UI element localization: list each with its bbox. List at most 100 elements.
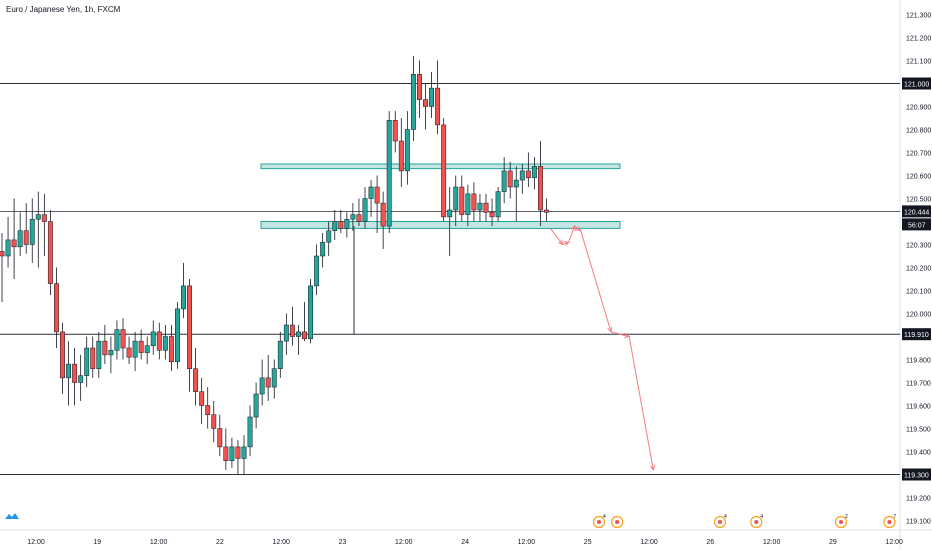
candle-body[interactable] (423, 99, 428, 107)
candle-body[interactable] (344, 218, 350, 229)
candle-body[interactable] (386, 120, 392, 227)
candle-body[interactable] (41, 214, 47, 222)
candle-body[interactable] (326, 230, 332, 243)
candle-body[interactable] (501, 170, 507, 192)
candle-body[interactable] (35, 214, 41, 220)
candle-body[interactable] (23, 230, 29, 245)
supply-demand-zone[interactable] (260, 221, 621, 229)
candle-body[interactable] (205, 405, 211, 415)
projection-arrow-segment[interactable] (568, 225, 576, 243)
candle-body[interactable] (519, 170, 525, 181)
candle-body[interactable] (332, 221, 338, 231)
candle-body[interactable] (459, 186, 465, 215)
candle-body[interactable] (114, 329, 120, 351)
candle-body[interactable] (187, 285, 193, 369)
candle-body[interactable] (168, 336, 174, 363)
projection-arrow-segment[interactable] (628, 336, 654, 470)
candle-body[interactable] (404, 129, 410, 172)
candle-body[interactable] (78, 375, 84, 383)
candle-body[interactable] (435, 87, 441, 126)
candle-body[interactable] (544, 209, 549, 213)
candle-body[interactable] (283, 324, 289, 342)
candle-body[interactable] (84, 347, 90, 376)
candle-body[interactable] (368, 186, 374, 199)
candle-body[interactable] (296, 331, 301, 337)
candle-body[interactable] (60, 331, 65, 379)
candle-body[interactable] (235, 446, 241, 459)
candle-body[interactable] (175, 308, 180, 363)
candle-body[interactable] (108, 350, 114, 356)
candle-body[interactable] (320, 241, 326, 257)
candle-body[interactable] (350, 214, 356, 220)
candle-body[interactable] (477, 202, 483, 211)
candle-body[interactable] (90, 347, 96, 369)
candle-body[interactable] (277, 340, 283, 369)
projection-arrow-segment[interactable] (574, 225, 582, 232)
candle-body[interactable] (132, 340, 138, 358)
candle-body[interactable] (72, 363, 78, 383)
candle-body[interactable] (11, 239, 17, 248)
candle-body[interactable] (96, 340, 102, 369)
candle-body[interactable] (47, 221, 53, 284)
candle-body[interactable] (120, 329, 126, 349)
candle-body[interactable] (241, 446, 247, 459)
candle-body[interactable] (102, 340, 108, 356)
candle-body[interactable] (162, 336, 168, 351)
candle-body[interactable] (17, 230, 23, 248)
candle-body[interactable] (495, 191, 501, 218)
candle-body[interactable] (29, 218, 35, 245)
candle-body[interactable] (253, 393, 259, 418)
candle-body[interactable] (54, 283, 59, 333)
candle-body[interactable] (489, 212, 495, 218)
candle-body[interactable] (144, 345, 150, 353)
candle-body[interactable] (229, 446, 235, 461)
candle-body[interactable] (66, 363, 71, 379)
candle-body[interactable] (247, 416, 253, 448)
candle-body[interactable] (138, 340, 144, 353)
candle-body[interactable] (410, 74, 416, 130)
candle-body[interactable] (289, 324, 295, 337)
candle-body[interactable] (259, 377, 265, 395)
candle-body[interactable] (374, 186, 380, 204)
candle-body[interactable] (308, 285, 314, 340)
candle-body[interactable] (223, 446, 229, 461)
projection-arrow-segment[interactable] (550, 228, 563, 245)
candle-body[interactable] (338, 221, 344, 229)
candle-body[interactable] (429, 87, 435, 107)
candle-body[interactable] (417, 74, 422, 100)
candle-body[interactable] (181, 285, 186, 310)
candle-body[interactable] (199, 391, 205, 406)
candle-body[interactable] (447, 209, 453, 218)
projection-arrow-segment[interactable] (580, 230, 612, 333)
candle-body[interactable] (150, 331, 156, 346)
candle-body[interactable] (193, 368, 199, 392)
candle-body[interactable] (211, 414, 217, 429)
candle-body[interactable] (126, 347, 132, 358)
candle-body[interactable] (392, 120, 398, 142)
candle-body[interactable] (531, 166, 537, 179)
supply-demand-zone[interactable] (260, 163, 621, 170)
projection-arrow-segment[interactable] (610, 331, 630, 337)
candle-body[interactable] (356, 214, 362, 222)
candle-body[interactable] (483, 202, 489, 213)
candle-body[interactable] (265, 377, 271, 388)
candle-body[interactable] (362, 198, 368, 222)
candle-body[interactable] (441, 124, 447, 218)
candle-body[interactable] (380, 202, 386, 227)
candle-body[interactable] (302, 331, 307, 340)
candle-body[interactable] (453, 186, 459, 211)
candle-body[interactable] (525, 170, 531, 179)
candle-body[interactable] (398, 140, 404, 172)
candle-body[interactable] (507, 170, 513, 188)
candle-body[interactable] (314, 255, 320, 287)
candle-body[interactable] (5, 239, 11, 257)
candle-body[interactable] (513, 179, 519, 188)
candle-body[interactable] (156, 331, 162, 351)
candle-body[interactable] (271, 368, 277, 388)
candle-body[interactable] (471, 193, 477, 211)
candle-body[interactable] (217, 428, 223, 448)
candle-body[interactable] (0, 251, 5, 257)
candle-body[interactable] (465, 193, 471, 215)
candle-body[interactable] (538, 166, 543, 211)
